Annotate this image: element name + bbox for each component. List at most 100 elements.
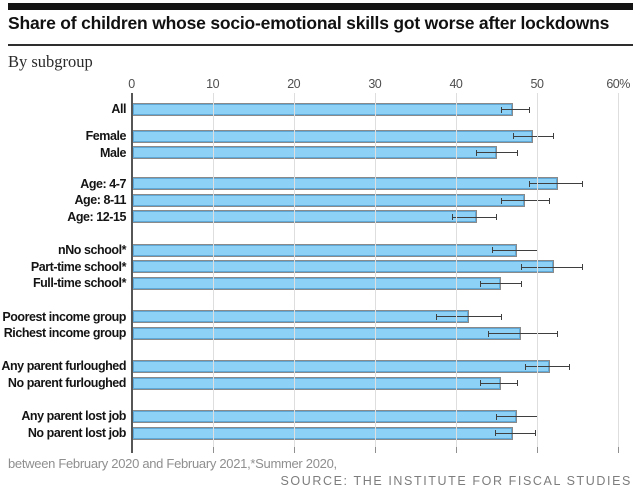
bar xyxy=(132,376,501,390)
bar-row: nNo school* xyxy=(0,242,639,259)
bar xyxy=(132,210,477,224)
error-bar-cap-right xyxy=(520,280,522,287)
x-axis-tick-label: 60% xyxy=(606,77,630,91)
bar-row: Female xyxy=(0,128,639,145)
bar-group: Poorest income group Richest income group xyxy=(0,309,639,342)
x-axis-tick-label: 20 xyxy=(287,77,301,91)
bar xyxy=(132,326,522,340)
bar-rows-container: All Female Male Age: 4-7 Age: 8-11 Age: 12-15… xyxy=(0,101,639,441)
bar-label: All xyxy=(111,102,126,117)
gridline xyxy=(293,93,295,450)
bar xyxy=(132,310,469,324)
error-bar xyxy=(520,266,582,268)
error-bar xyxy=(496,416,537,418)
gridline xyxy=(455,93,457,450)
error-bar-cap-left xyxy=(451,214,453,221)
error-bar-cap-left xyxy=(494,430,496,437)
source-attribution: SOURCE: THE INSTITUTE FOR FISCAL STUDIES xyxy=(280,474,632,488)
error-bar xyxy=(480,283,521,285)
error-bar-cap-left xyxy=(500,197,502,204)
chart-subtitle: By subgroup xyxy=(8,52,93,71)
error-bar-cap-right xyxy=(500,313,502,320)
error-bar xyxy=(500,200,550,202)
x-axis-bottom-tick xyxy=(455,447,457,453)
bar-label: Any parent lost job xyxy=(21,409,126,424)
bar xyxy=(132,177,558,191)
bar-row: Male xyxy=(0,145,639,162)
x-axis-bottom-tick xyxy=(212,447,214,453)
error-bar xyxy=(528,183,582,185)
error-bar-cap-left xyxy=(528,180,530,187)
bar-group: nNo school* Part-time school* Full-time sc… xyxy=(0,242,639,292)
error-bar-cap-left xyxy=(524,363,526,370)
error-bar xyxy=(494,432,535,434)
error-bar-cap-left xyxy=(480,380,482,387)
error-bar-cap-left xyxy=(512,133,514,140)
error-bar-cap-right xyxy=(569,363,571,370)
x-axis-tick-label: 50 xyxy=(530,77,544,91)
bar-row: Any parent furloughed xyxy=(0,358,639,375)
gridline xyxy=(537,93,538,450)
error-bar-cap-right xyxy=(516,380,518,387)
bar-label: Age: 12-15 xyxy=(67,209,126,224)
bar xyxy=(132,276,501,290)
error-bar xyxy=(451,216,497,218)
bar-row: All xyxy=(0,101,639,118)
bar-label: No parent furloughed xyxy=(7,376,127,391)
x-axis-tick-label: 10 xyxy=(206,77,220,91)
x-axis-tick-label: 0 xyxy=(128,77,135,91)
bar-row: Age: 4-7 xyxy=(0,176,639,193)
bar-row: Age: 12-15 xyxy=(0,209,639,226)
chart-title: Share of children whose socio-emotional … xyxy=(8,13,610,33)
chart-footnote: between February 2020 and February 2021,… xyxy=(8,456,337,471)
bar-group: All xyxy=(0,101,639,118)
error-bar xyxy=(492,249,537,251)
error-bar-cap-left xyxy=(480,280,482,287)
top-black-bar xyxy=(8,3,633,10)
error-bar-cap-right xyxy=(534,430,536,437)
error-bar xyxy=(524,366,570,368)
gridline xyxy=(212,93,214,450)
error-bar-cap-right xyxy=(528,106,530,113)
x-axis-tick-label: 30 xyxy=(368,77,382,91)
error-bar-cap-right xyxy=(553,133,555,140)
title-divider xyxy=(8,44,633,46)
error-bar-cap-left xyxy=(500,106,502,113)
bar-row: Poorest income group xyxy=(0,309,639,326)
bar-row: Age: 8-11 xyxy=(0,192,639,209)
y-axis-line xyxy=(130,93,133,453)
error-bar-cap-left xyxy=(496,413,498,420)
error-bar-cap-right xyxy=(581,264,583,271)
bar-group: Female Male xyxy=(0,128,639,161)
bar-label: Age: 4-7 xyxy=(80,176,126,191)
bar xyxy=(132,243,518,257)
error-bar xyxy=(476,152,517,154)
error-bar-cap-left xyxy=(435,313,437,320)
bar-group: Any parent furloughed No parent furloughe… xyxy=(0,358,639,391)
bar xyxy=(132,409,518,423)
error-bar-cap-left xyxy=(520,264,522,271)
error-bar-cap-right xyxy=(581,180,583,187)
bar-group: Any parent lost job No parent lost job xyxy=(0,408,639,441)
bar-label: Full-time school* xyxy=(32,276,127,291)
bar-label: nNo school* xyxy=(58,243,126,258)
error-bar xyxy=(512,135,554,137)
bar-label: Poorest income group xyxy=(2,309,126,324)
gridline xyxy=(618,93,620,450)
bar-row: No parent lost job xyxy=(0,425,639,442)
x-axis-bottom-tick xyxy=(374,447,376,453)
error-bar-cap-left xyxy=(488,330,490,337)
gridline xyxy=(374,93,376,450)
error-bar-cap-left xyxy=(476,149,478,156)
x-axis-bottom-tick xyxy=(618,447,620,453)
bar-row: Any parent lost job xyxy=(0,408,639,425)
bar-label: Richest income group xyxy=(3,326,127,341)
bar-row: Part-time school* xyxy=(0,259,639,276)
bar-label: Age: 8-11 xyxy=(74,193,126,208)
error-bar-cap-right xyxy=(516,149,518,156)
x-axis-bottom-tick xyxy=(293,447,295,453)
error-bar xyxy=(488,333,558,334)
bar-group: Age: 4-7 Age: 8-11 Age: 12-15 xyxy=(0,176,639,226)
